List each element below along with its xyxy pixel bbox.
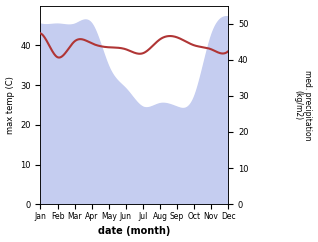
Y-axis label: med. precipitation
(kg/m2): med. precipitation (kg/m2) xyxy=(293,70,313,140)
X-axis label: date (month): date (month) xyxy=(98,227,170,236)
Y-axis label: max temp (C): max temp (C) xyxy=(5,76,15,134)
